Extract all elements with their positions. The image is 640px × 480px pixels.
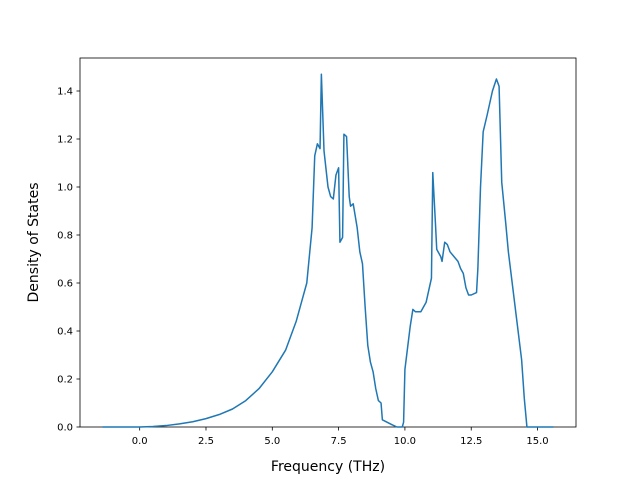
x-tick-label: 10.0 xyxy=(394,436,416,447)
line xyxy=(102,73,554,428)
x-axis-label: Frequency (THz) xyxy=(271,459,385,475)
x-tick-label: 5.0 xyxy=(264,436,280,447)
y-tick-label: 1.4 xyxy=(57,87,73,98)
y-tick-label: 0.6 xyxy=(57,279,73,290)
y-tick-label: 0.2 xyxy=(57,375,73,386)
y-tick-label: 0.0 xyxy=(57,423,73,434)
y-axis-label: Density of States xyxy=(26,183,42,303)
x-tick-label: 12.5 xyxy=(460,436,482,447)
x-tick-label: 15.0 xyxy=(526,436,548,447)
axes-frame xyxy=(79,57,577,428)
y-tick-label: 1.2 xyxy=(57,135,73,146)
x-tick-label: 0.0 xyxy=(132,436,148,447)
y-tick-label: 1.0 xyxy=(57,183,73,194)
y-tick-label: 0.4 xyxy=(57,327,73,338)
x-tick-label: 2.5 xyxy=(198,436,214,447)
y-tick-label: 0.8 xyxy=(57,231,73,242)
x-tick-label: 7.5 xyxy=(331,436,347,447)
